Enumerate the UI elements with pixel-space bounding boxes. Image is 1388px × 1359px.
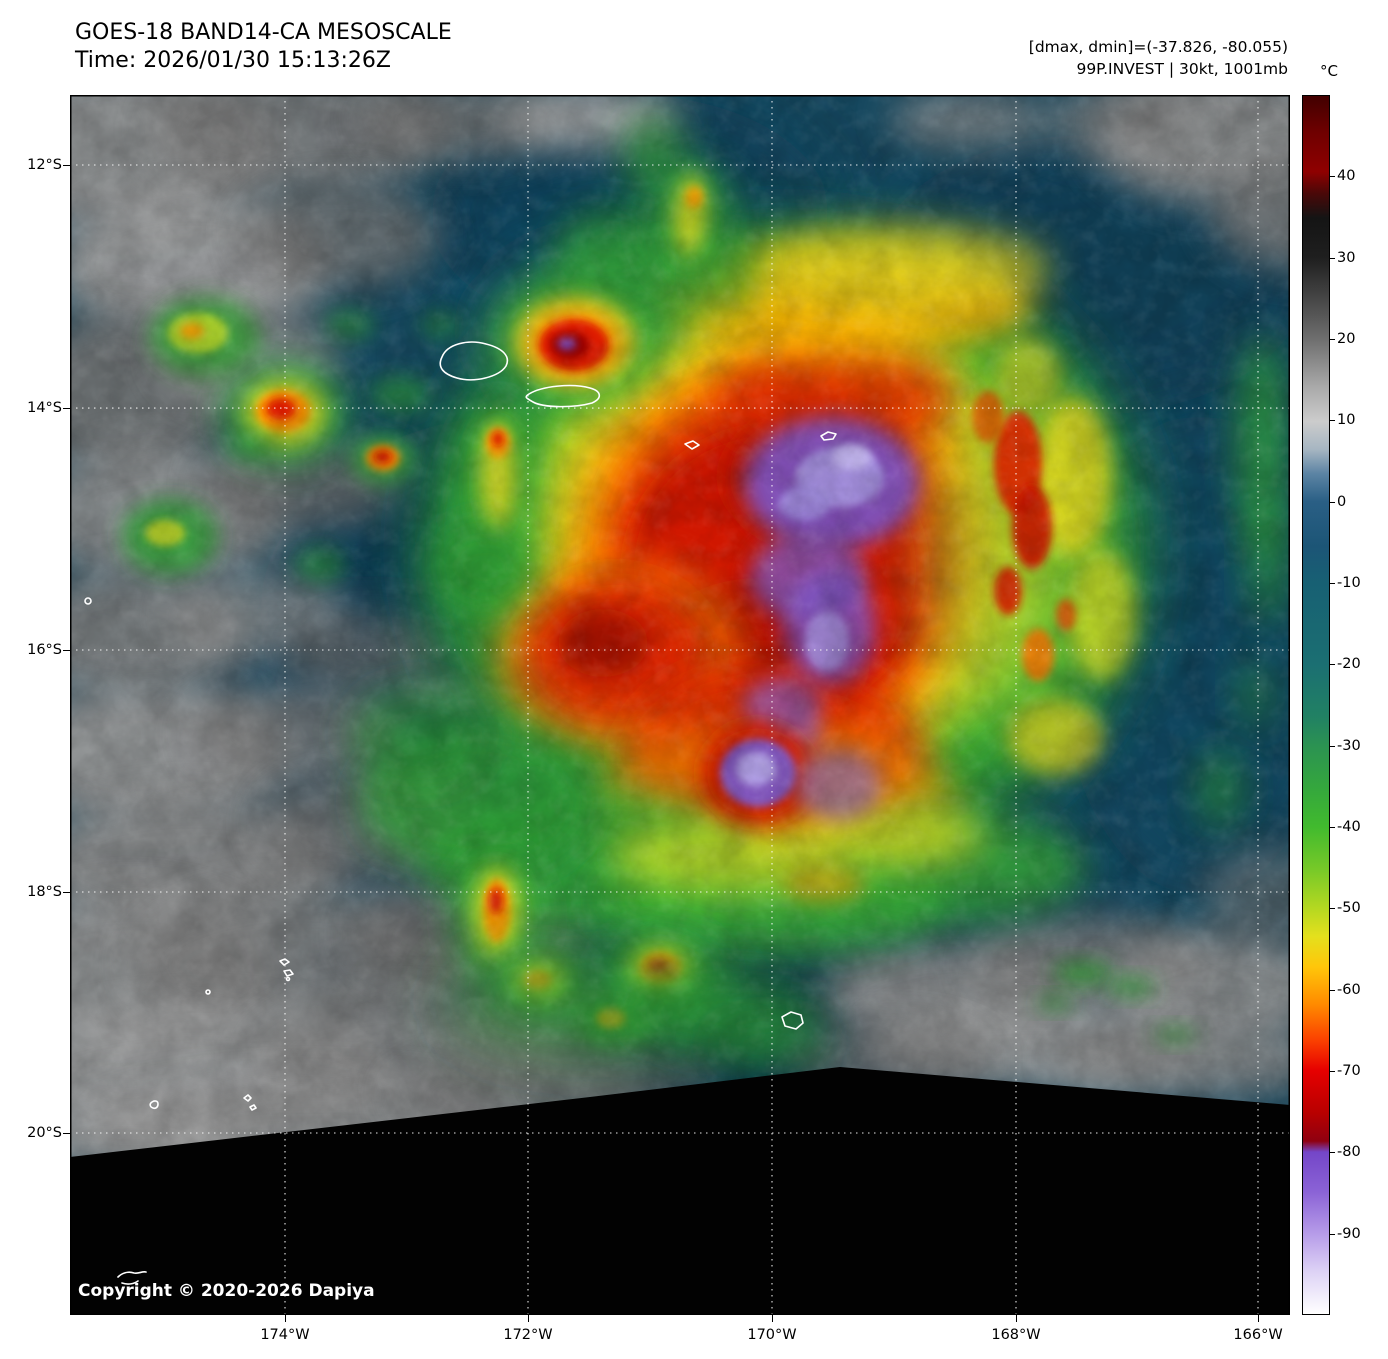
- latitude-label: 12°S: [27, 157, 62, 174]
- colorbar-tick-label: -40: [1337, 819, 1361, 835]
- colorbar: [1302, 95, 1330, 1315]
- no-data-region: [70, 1067, 1290, 1315]
- axis-tick: [527, 1315, 529, 1322]
- axis-tick: [63, 408, 70, 410]
- invest-readout: 99P.INVEST | 30kt, 1001mb: [1076, 60, 1288, 78]
- colorbar-tick-label: -10: [1337, 575, 1361, 591]
- colorbar-tick-label: 40: [1337, 168, 1356, 185]
- axis-tick: [1015, 1315, 1017, 1322]
- colorbar-tick-mark: [1330, 908, 1335, 910]
- colorbar-tick-mark: [1330, 420, 1335, 422]
- colorbar-tick-label: -80: [1337, 1144, 1361, 1161]
- colorbar-tick-label: -30: [1337, 737, 1361, 754]
- colorbar-tick-mark: [1330, 1233, 1335, 1235]
- latitude-label: 18°S: [27, 884, 62, 901]
- longitude-label: 174°W: [260, 1327, 310, 1343]
- latitude-label: 20°S: [27, 1124, 62, 1141]
- axis-tick: [63, 1132, 70, 1134]
- axis-tick: [1258, 1315, 1260, 1322]
- colorbar-tick-mark: [1330, 501, 1335, 503]
- colorbar-tick-label: 20: [1337, 331, 1356, 347]
- colorbar-tick-label: 0: [1337, 493, 1347, 510]
- satellite-map: [70, 95, 1290, 1315]
- colorbar-tick-label: 30: [1337, 249, 1356, 266]
- colorbar-tick-mark: [1330, 1071, 1335, 1072]
- axis-tick: [63, 649, 70, 651]
- latitude-label: 16°S: [27, 641, 62, 658]
- satellite-image: [70, 95, 1290, 1315]
- colorbar-tick-mark: [1330, 827, 1335, 828]
- island-outlines: [84, 341, 837, 1285]
- storm-info-block: [dmax, dmin]=(-37.826, -80.055) 99P.INVE…: [1029, 36, 1288, 80]
- page-title: GOES-18 BAND14-CA MESOSCALE: [75, 20, 452, 45]
- colorbar-tick-label: -60: [1337, 981, 1361, 998]
- axis-tick: [63, 165, 70, 167]
- colorbar-tick-label: -50: [1337, 900, 1361, 917]
- colorbar-tick-mark: [1330, 664, 1335, 666]
- longitude-label: 168°W: [991, 1327, 1041, 1343]
- colorbar-tick-mark: [1330, 176, 1335, 178]
- colorbar-tick-label: -70: [1337, 1063, 1361, 1079]
- longitude-label: 172°W: [503, 1327, 553, 1343]
- axis-tick: [771, 1315, 773, 1322]
- colorbar-tick-mark: [1330, 583, 1335, 584]
- axis-tick: [284, 1315, 286, 1322]
- colorbar-tick-mark: [1330, 339, 1335, 340]
- colorbar-tick-mark: [1330, 745, 1335, 747]
- colorbar-tick-mark: [1330, 989, 1335, 991]
- latitude-label: 14°S: [27, 400, 62, 417]
- axis-tick: [63, 892, 70, 894]
- colorbar-tick-label: 10: [1337, 412, 1356, 429]
- colorbar-tick-label: -90: [1337, 1225, 1361, 1242]
- colorbar-tick-mark: [1330, 257, 1335, 259]
- timestamp: Time: 2026/01/30 15:13:26Z: [75, 48, 391, 73]
- map-frame: [70, 95, 1290, 1315]
- copyright-label: Copyright © 2020-2026 Dapiya: [78, 1281, 375, 1301]
- colorbar-tick-mark: [1330, 1152, 1335, 1154]
- longitude-label: 166°W: [1233, 1327, 1283, 1343]
- colorbar-tick-label: -20: [1337, 656, 1361, 673]
- colorbar-unit-label: °C: [1320, 62, 1338, 80]
- longitude-label: 170°W: [747, 1327, 797, 1343]
- dmax-dmin-readout: [dmax, dmin]=(-37.826, -80.055): [1028, 38, 1288, 56]
